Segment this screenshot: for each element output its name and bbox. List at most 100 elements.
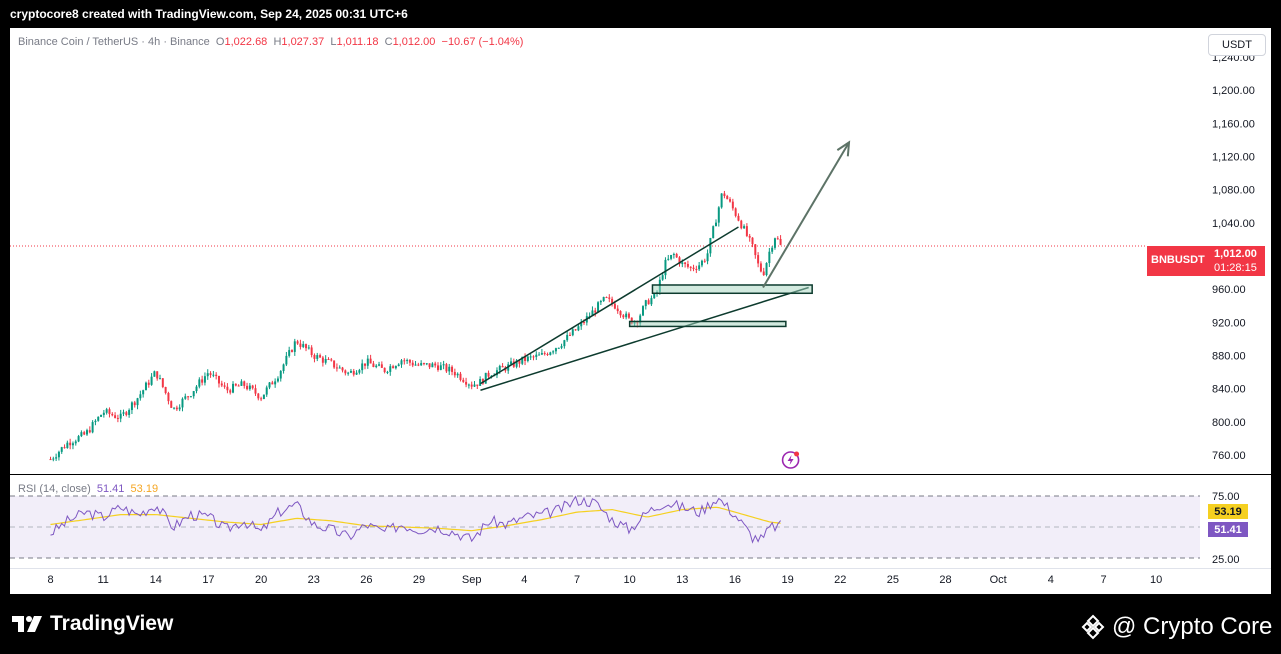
candle bbox=[445, 362, 448, 373]
candle bbox=[142, 389, 145, 398]
candle bbox=[417, 362, 420, 367]
time-tick-label: 26 bbox=[360, 574, 372, 586]
candle-body bbox=[69, 442, 72, 446]
candle-body bbox=[386, 371, 389, 373]
currency-unit-button[interactable]: USDT bbox=[1208, 34, 1266, 56]
candle bbox=[566, 330, 569, 342]
candle bbox=[243, 380, 246, 389]
low-value: 1,011.18 bbox=[336, 36, 379, 48]
candle-body bbox=[580, 321, 583, 327]
time-tick-label: 29 bbox=[413, 574, 425, 586]
price-tick-label: 1,200.00 bbox=[1212, 85, 1255, 97]
time-tick-label: 17 bbox=[202, 574, 214, 586]
candle bbox=[240, 379, 243, 387]
candle-body bbox=[383, 367, 386, 373]
candle-body bbox=[681, 262, 684, 265]
candle bbox=[754, 243, 757, 259]
candle bbox=[296, 339, 299, 345]
candle bbox=[748, 233, 751, 242]
chart-panel[interactable]: 1,240.00 1,200.00 1,160.00 1,120.00 1,080.00… bbox=[10, 28, 1271, 594]
candle-body bbox=[341, 367, 344, 371]
candle-body bbox=[307, 347, 310, 349]
candle bbox=[111, 412, 114, 417]
candle-body bbox=[192, 391, 195, 397]
time-tick-label: 7 bbox=[574, 574, 580, 586]
candle-body bbox=[563, 340, 566, 347]
time-tick-label: 13 bbox=[676, 574, 688, 586]
candle bbox=[86, 428, 89, 436]
candle-body bbox=[667, 258, 670, 260]
candle bbox=[144, 381, 147, 391]
candle-body bbox=[378, 364, 381, 366]
candle bbox=[223, 382, 226, 389]
candle-body bbox=[324, 358, 327, 363]
candle bbox=[510, 357, 513, 366]
candle-body bbox=[122, 412, 125, 414]
candle bbox=[414, 360, 417, 366]
candle-body bbox=[77, 436, 80, 442]
candle-body bbox=[232, 383, 235, 393]
candle bbox=[307, 344, 310, 350]
low-label: L bbox=[330, 36, 337, 48]
candle-body bbox=[776, 238, 779, 240]
price-tick-label: 1,160.00 bbox=[1212, 118, 1255, 130]
candle bbox=[745, 223, 748, 238]
chart-canvas[interactable]: 1,240.001,200.001,160.001,120.001,080.00… bbox=[10, 28, 1271, 594]
candle-body bbox=[285, 355, 288, 365]
candle-body bbox=[510, 361, 513, 365]
candle-body bbox=[616, 308, 619, 312]
candle bbox=[349, 368, 352, 374]
candle-body bbox=[276, 378, 279, 382]
time-tick-label: 25 bbox=[887, 574, 899, 586]
candle bbox=[684, 261, 687, 268]
candle bbox=[324, 355, 327, 365]
lightning-icon-bolt bbox=[787, 455, 794, 465]
candle bbox=[392, 364, 395, 369]
ohlc-legend: Binance Coin / TetherUS · 4h · Binance O… bbox=[18, 36, 523, 48]
candle bbox=[650, 295, 653, 306]
candle-body bbox=[439, 365, 442, 370]
candle bbox=[647, 298, 650, 305]
candle bbox=[60, 446, 63, 454]
candle bbox=[251, 384, 254, 390]
price-tag-countdown: 01:28:15 bbox=[1214, 262, 1257, 274]
candle-body bbox=[445, 364, 448, 372]
candle-body bbox=[574, 329, 577, 331]
candle bbox=[476, 384, 479, 390]
candle-body bbox=[675, 254, 678, 258]
candle-body bbox=[394, 365, 397, 369]
candle-body bbox=[282, 364, 285, 371]
candle-body bbox=[726, 196, 729, 200]
candle-body bbox=[639, 315, 642, 324]
candle-body bbox=[479, 379, 482, 386]
candle bbox=[279, 370, 282, 382]
candle bbox=[451, 365, 454, 376]
price-tag-price: 1,012.00 bbox=[1214, 248, 1257, 260]
candle bbox=[288, 346, 291, 358]
candle-body bbox=[456, 373, 459, 376]
candle bbox=[552, 350, 555, 355]
candle-body bbox=[305, 344, 308, 349]
candle bbox=[260, 396, 263, 402]
candle bbox=[389, 364, 392, 376]
candle-body bbox=[198, 379, 201, 387]
candle bbox=[91, 420, 94, 434]
candle bbox=[69, 438, 72, 450]
candle-body bbox=[316, 355, 319, 359]
candle-body bbox=[338, 367, 341, 369]
candle-body bbox=[313, 355, 316, 359]
candle bbox=[347, 371, 350, 376]
candle-body bbox=[720, 193, 723, 208]
candle bbox=[484, 372, 487, 384]
candle bbox=[459, 371, 462, 382]
candle-body bbox=[420, 363, 423, 366]
candle-body bbox=[66, 442, 69, 449]
candle-body bbox=[743, 226, 746, 229]
candle bbox=[254, 384, 257, 396]
lightning-icon bbox=[781, 451, 800, 469]
candle bbox=[268, 382, 271, 390]
candle-body bbox=[611, 298, 614, 304]
candle bbox=[540, 348, 543, 356]
candle-body bbox=[389, 366, 392, 372]
candle bbox=[265, 385, 268, 397]
